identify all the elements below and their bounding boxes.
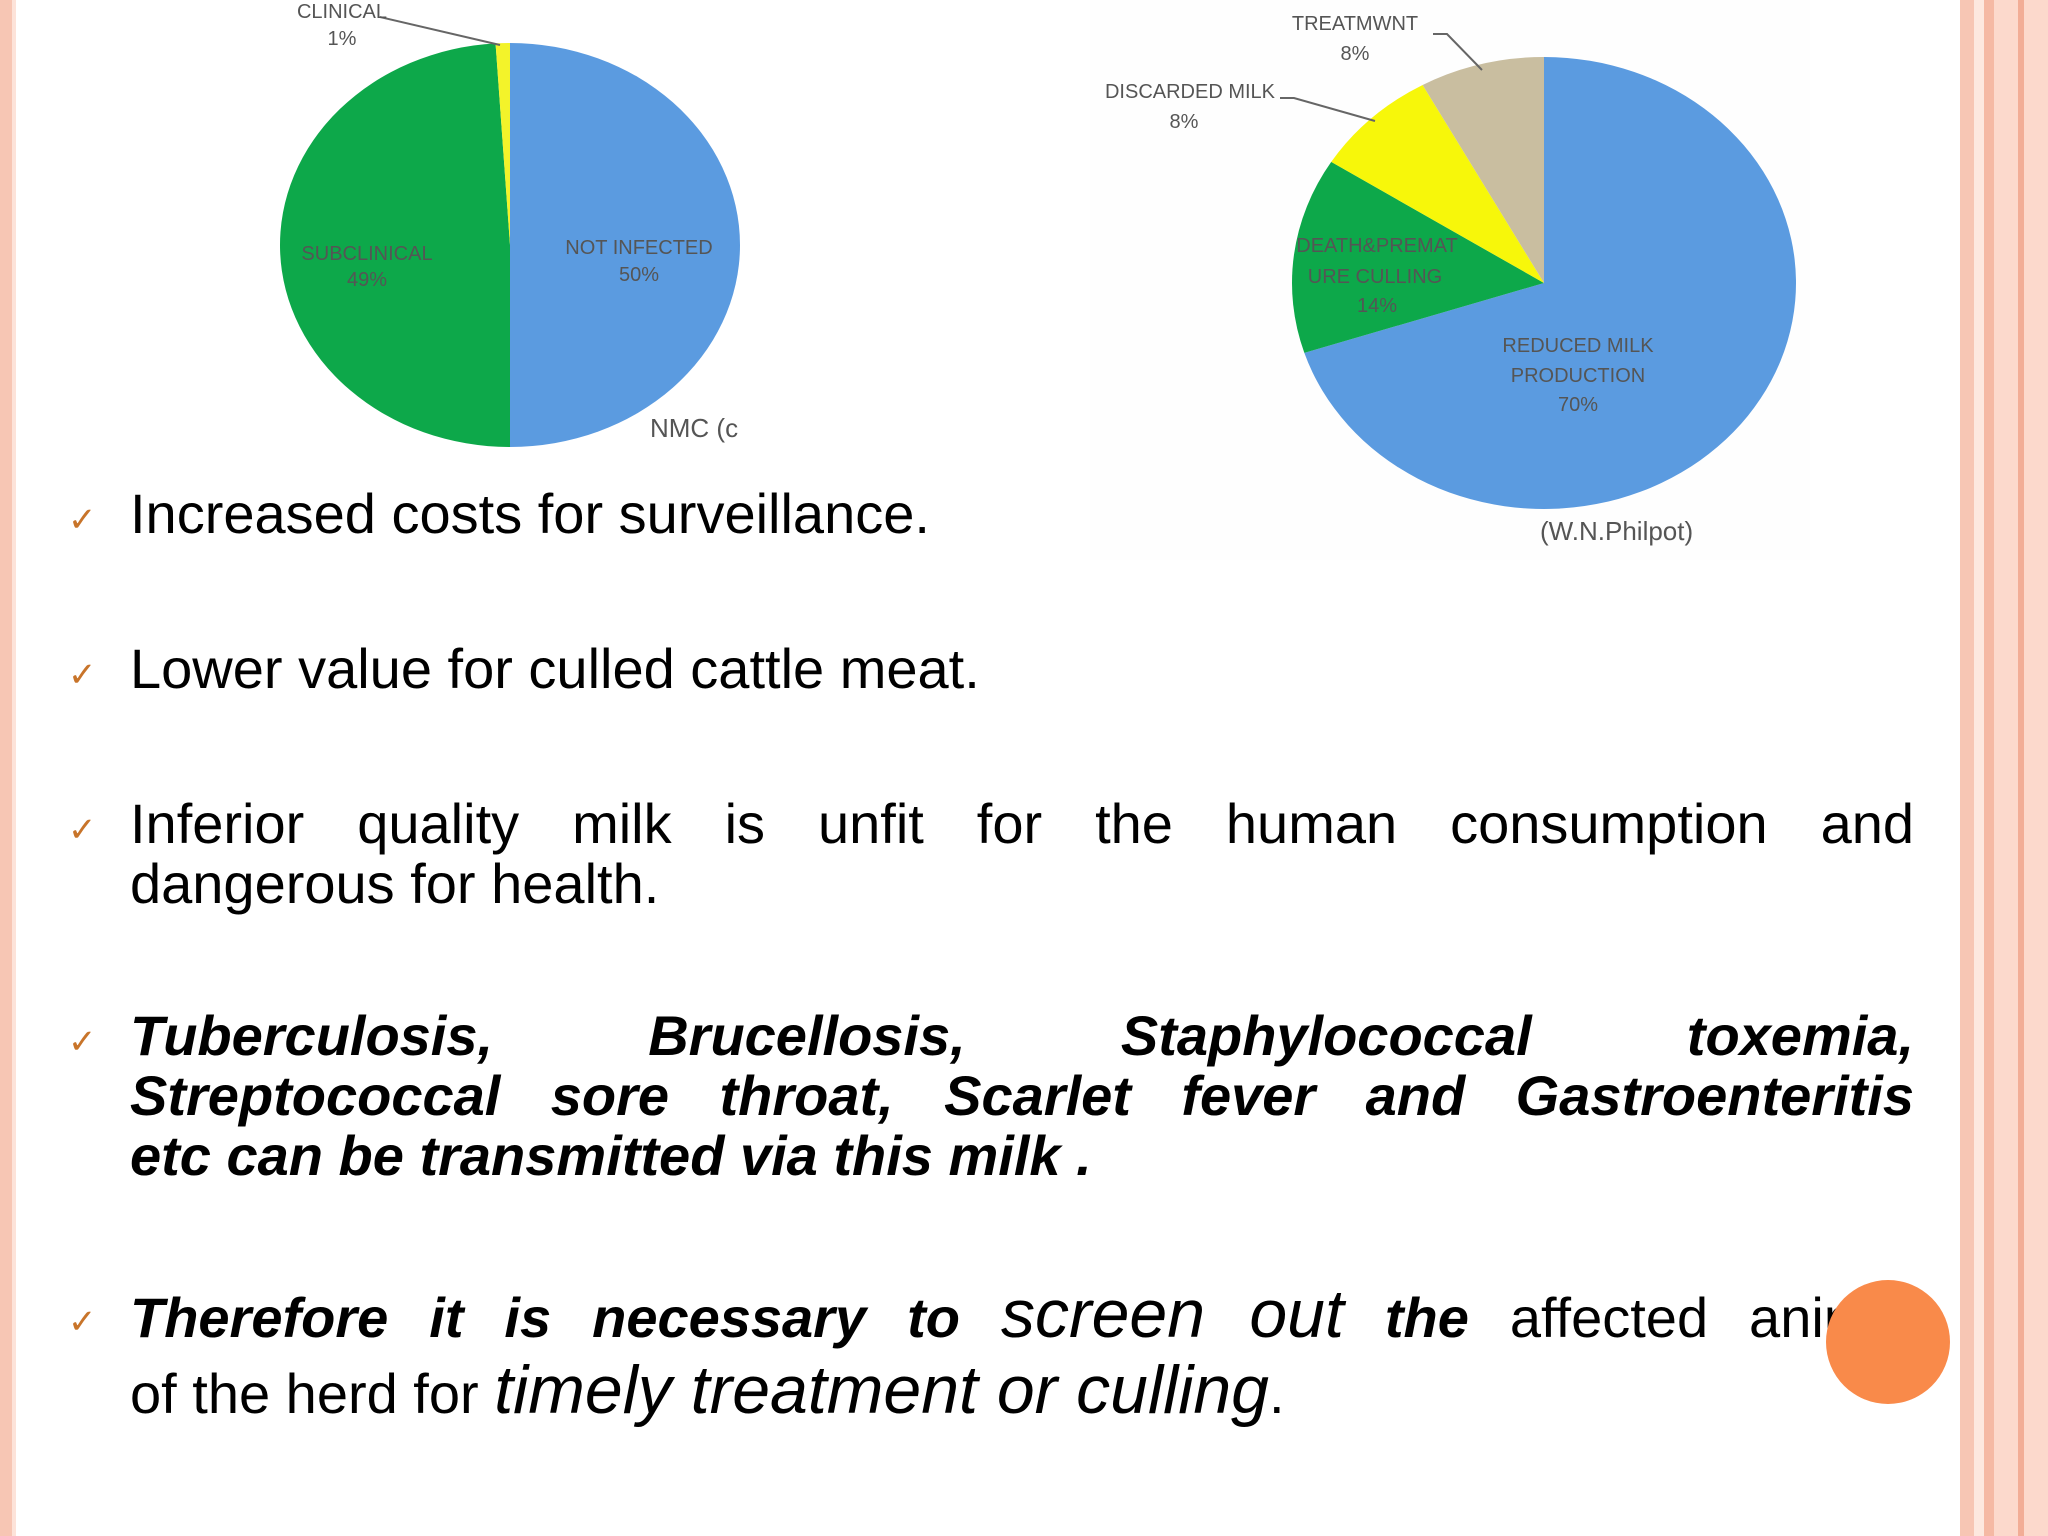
not-infected-slice <box>510 43 740 447</box>
not-infected-label: NOT INFECTED <box>565 237 712 259</box>
pie2-slices <box>1292 57 1796 510</box>
economic-loss-pie-chart: TREATMWNT 8% DISCARDED MILK 8% DEATH&PRE… <box>1090 0 1810 560</box>
chart2-source: (W.N.Philpot) <box>1540 516 1693 546</box>
check-icon: ✓ <box>68 811 97 849</box>
chart1-source: NMC (c <box>650 413 738 443</box>
bullet-inferior-milk-line2: dangerous for health. <box>130 852 660 915</box>
bullet-surveillance: Increased costs for surveillance. <box>130 482 930 545</box>
discarded-leader-line <box>1280 97 1376 122</box>
slide-border-left-inner <box>12 0 16 1536</box>
reduced-label-line2: PRODUCTION <box>1511 365 1645 387</box>
slide-border-left <box>0 0 12 1536</box>
slide-border-right-5 <box>2018 0 2024 1536</box>
infection-status-pie-chart: CLINICAL 1% SUBCLINICAL 49% NOT INFECTED… <box>280 1 740 448</box>
screen-out-text-e: of the herd for <box>130 1362 479 1425</box>
treatment-leader-line <box>1433 33 1483 71</box>
screen-out-text-b: screen out <box>1000 1276 1344 1352</box>
death-label-line2: URE CULLING <box>1308 266 1442 288</box>
reduced-pct: 70% <box>1558 394 1598 416</box>
check-icon: ✓ <box>68 501 97 539</box>
subclinical-slice <box>280 43 510 448</box>
clinical-slice <box>495 43 510 245</box>
screen-out-text-c: the <box>1384 1286 1469 1349</box>
bullet-diseases-line3: etc can be transmitted via this milk . <box>130 1124 1092 1187</box>
treatment-slice <box>1422 57 1544 283</box>
clinical-leader-line <box>379 16 501 46</box>
bullet-inferior-milk-line1: Inferior quality milk is unfit for the h… <box>130 792 1914 855</box>
reduced-milk-slice <box>1304 57 1796 510</box>
death-pct: 14% <box>1357 295 1397 317</box>
slide-border-right <box>1960 0 1974 1536</box>
death-culling-slice <box>1292 161 1544 353</box>
screen-out-text-f: timely treatment or culling <box>494 1352 1269 1428</box>
check-icon: ✓ <box>68 1303 97 1341</box>
slide-border-right-2 <box>1974 0 1984 1536</box>
discarded-pct: 8% <box>1170 111 1199 133</box>
bullet-screen-out-line2: of the herd for timely treatment or cull… <box>130 1350 1914 1430</box>
screen-out-text-a: Therefore it is necessary to <box>130 1286 960 1349</box>
bullet-screen-out-line1: Therefore it is necessary to screen out … <box>130 1278 1914 1350</box>
death-label-line1: DEATH&PREMAT <box>1296 235 1458 257</box>
treatment-label: TREATMWNT <box>1292 13 1418 35</box>
subclinical-label: SUBCLINICAL <box>301 243 432 265</box>
bullet-culled-meat: Lower value for culled cattle meat. <box>130 637 980 700</box>
treatment-pct: 8% <box>1341 43 1370 65</box>
check-icon: ✓ <box>68 656 97 694</box>
check-icon: ✓ <box>68 1023 97 1061</box>
slide-border-right-3 <box>1984 0 1994 1536</box>
screen-out-text-g: . <box>1268 1362 1285 1425</box>
not-infected-pct: 50% <box>619 264 659 286</box>
discarded-milk-slice <box>1331 84 1544 284</box>
discarded-label: DISCARDED MILK <box>1105 81 1276 103</box>
pie1-slices <box>280 43 740 448</box>
bullet-diseases-line1: Tuberculosis, Brucellosis, Staphylococca… <box>130 1004 1914 1067</box>
clinical-label: CLINICAL <box>297 1 387 23</box>
bullet-diseases-line2: Streptococcal sore throat, Scarlet fever… <box>130 1064 1914 1127</box>
slide-decoration-circle <box>1826 1280 1950 1404</box>
clinical-pct: 1% <box>328 28 357 50</box>
reduced-label-line1: REDUCED MILK <box>1502 335 1654 357</box>
subclinical-pct: 49% <box>347 269 387 291</box>
